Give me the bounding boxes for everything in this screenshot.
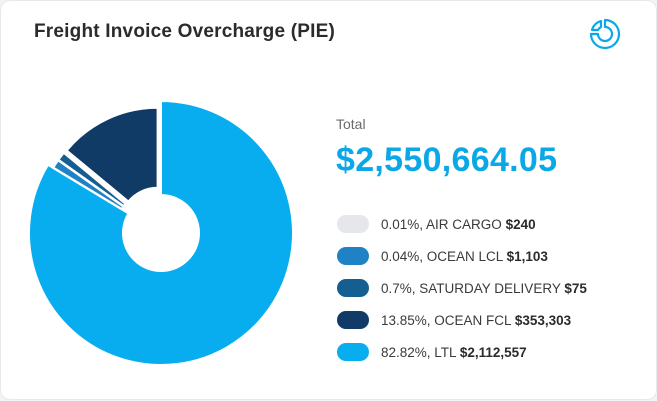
- legend-swatch: [337, 343, 369, 361]
- total-value: $2,550,664.05: [336, 141, 558, 179]
- legend-percent: 82.82%: [381, 344, 427, 360]
- legend-percent: 13.85%: [381, 312, 427, 328]
- legend-item[interactable]: 0.04%, OCEAN LCL $1,103: [337, 240, 587, 272]
- legend-value: $1,103: [506, 248, 548, 264]
- pie-slice-ocean-fcl[interactable]: [65, 106, 159, 203]
- legend-value: $353,303: [514, 312, 572, 328]
- legend-value: $2,112,557: [459, 344, 527, 360]
- legend-category: , LTL: [426, 344, 460, 360]
- legend-swatch: [337, 311, 369, 329]
- pie-slice-saturday-delivery[interactable]: [57, 151, 127, 208]
- legend-percent: 0.01%: [381, 216, 420, 232]
- legend-label: 0.7%, SATURDAY DELIVERY $75: [381, 281, 587, 296]
- legend-percent: 0.7%: [381, 280, 412, 296]
- legend-item[interactable]: 82.82%, LTL $2,112,557: [337, 336, 587, 368]
- legend-category: , AIR CARGO: [419, 216, 506, 232]
- legend-label: 13.85%, OCEAN FCL $353,303: [381, 313, 571, 328]
- legend-value: $240: [505, 216, 536, 232]
- legend-category: , OCEAN FCL: [426, 312, 515, 328]
- legend-swatch: [337, 215, 369, 233]
- chart-title: Freight Invoice Overcharge (PIE): [34, 21, 335, 42]
- donut-chart-icon[interactable]: [588, 17, 622, 51]
- legend-swatch: [337, 247, 369, 265]
- legend-swatch: [337, 279, 369, 297]
- total-label: Total: [336, 116, 366, 132]
- legend-item[interactable]: 13.85%, OCEAN FCL $353,303: [337, 304, 587, 336]
- legend-value: $75: [564, 280, 587, 296]
- legend-item[interactable]: 0.7%, SATURDAY DELIVERY $75: [337, 272, 587, 304]
- legend-label: 0.01%, AIR CARGO $240: [381, 217, 536, 232]
- donut-hole: [123, 195, 199, 271]
- legend-percent: 0.04%: [381, 248, 420, 264]
- legend: 0.01%, AIR CARGO $240 0.04%, OCEAN LCL $1…: [337, 208, 587, 368]
- legend-label: 82.82%, LTL $2,112,557: [381, 345, 527, 360]
- legend-label: 0.04%, OCEAN LCL $1,103: [381, 249, 548, 264]
- legend-category: , OCEAN LCL: [419, 248, 507, 264]
- legend-category: , SATURDAY DELIVERY: [411, 280, 565, 296]
- legend-item[interactable]: 0.01%, AIR CARGO $240: [337, 208, 587, 240]
